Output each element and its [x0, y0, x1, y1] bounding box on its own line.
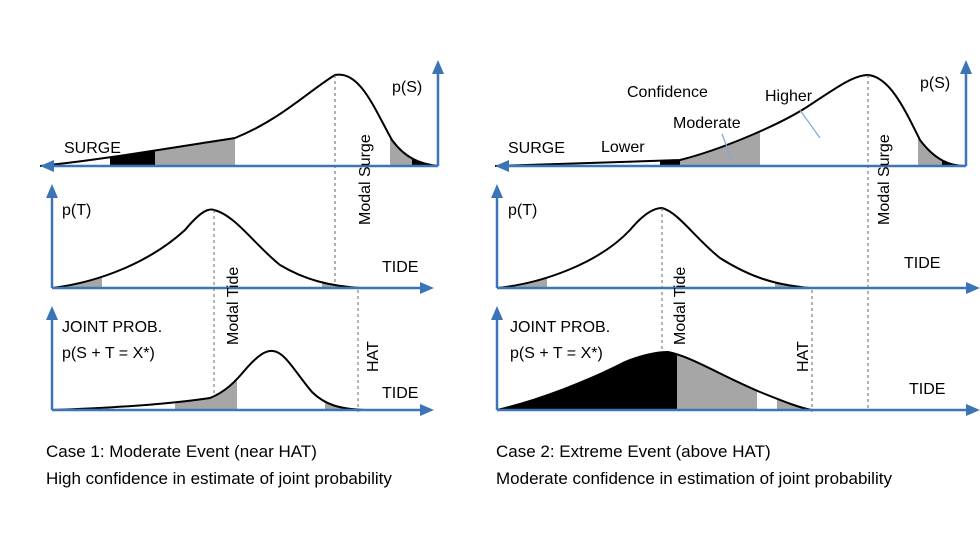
panel2-joint-axes: [491, 306, 980, 416]
panel1-modal-surge-label: Modal Surge: [357, 134, 374, 225]
panel2-caption-line2: Moderate confidence in estimation of joi…: [496, 469, 892, 488]
panel2-higher-pointer: [799, 109, 821, 139]
panel2-joint-axis-label: TIDE: [909, 381, 945, 398]
panel2-caption-line1: Case 2: Extreme Event (above HAT): [496, 442, 771, 461]
panel2-modal-tide-label: Modal Tide: [672, 267, 689, 345]
panel1-surge-prob-label: p(S): [392, 79, 422, 96]
panel2-tide-axis-label: TIDE: [904, 255, 940, 272]
panel1-tide-curve: [51, 208, 361, 289]
panel1-surge-axis-label: SURGE: [64, 140, 121, 157]
panel2-joint-title: JOINT PROB.: [510, 319, 610, 336]
panel2-joint-grey-area: [677, 352, 757, 410]
panel1-joint-formula: p(S + T = X*): [62, 345, 155, 362]
panel1-modal-tide-label: Modal Tide: [225, 267, 242, 345]
panel2-surge-prob-label: p(S): [920, 75, 950, 92]
panel1-tide-prob-label: p(T): [62, 202, 91, 219]
panel2-tide-axes: [491, 184, 980, 294]
panel1-tide-axis-label: TIDE: [382, 259, 418, 276]
panel1-joint-axis-label: TIDE: [382, 385, 418, 402]
panel1-joint-grey-left: [175, 380, 237, 410]
panel1-surge-grey-right: [390, 100, 412, 166]
panel1-tide-axes: [46, 184, 434, 294]
panel2-tide-curve: [496, 206, 811, 289]
panel2-confidence-moderate: Moderate: [673, 115, 741, 132]
panel2-confidence-title: Confidence: [627, 84, 708, 101]
panel1-joint-curve: [51, 349, 366, 411]
panel2-tide-distribution: [496, 206, 811, 289]
panel2-moderate-pointer: [721, 133, 733, 161]
panel2-confidence-lower: Lower: [601, 139, 645, 156]
panel1-joint-axes: [46, 306, 434, 416]
panel1-tide-distribution: [51, 208, 361, 289]
panel2-surge-grey-right: [918, 100, 942, 166]
panel1-surge-grey-band: [155, 100, 235, 166]
panel2-surge-grey-band: [680, 100, 760, 166]
panel1-surge-axes: [40, 60, 444, 172]
panel1-hat-label: HAT: [365, 341, 382, 372]
panel1-caption-line2: High confidence in estimate of joint pro…: [46, 469, 392, 488]
panel1-joint-title: JOINT PROB.: [62, 319, 162, 336]
panel2-hat-label: HAT: [795, 341, 812, 372]
panel1-surge-curve: [39, 73, 439, 167]
panel2-joint-curve: [496, 350, 813, 411]
panel2-surge-axis-label: SURGE: [508, 140, 565, 157]
panel2-surge-curve: [494, 73, 966, 167]
panel1-joint-grey-right: [325, 390, 345, 410]
panel2-modal-surge-label: Modal Surge: [876, 134, 893, 225]
panel2-tide-prob-label: p(T): [508, 202, 537, 219]
panel2-surge-axes: [495, 60, 972, 172]
panel2-confidence-higher: Higher: [765, 88, 813, 105]
panel2-joint-formula: p(S + T = X*): [510, 345, 603, 362]
panel1-caption-line1: Case 1: Moderate Event (near HAT): [46, 442, 317, 461]
